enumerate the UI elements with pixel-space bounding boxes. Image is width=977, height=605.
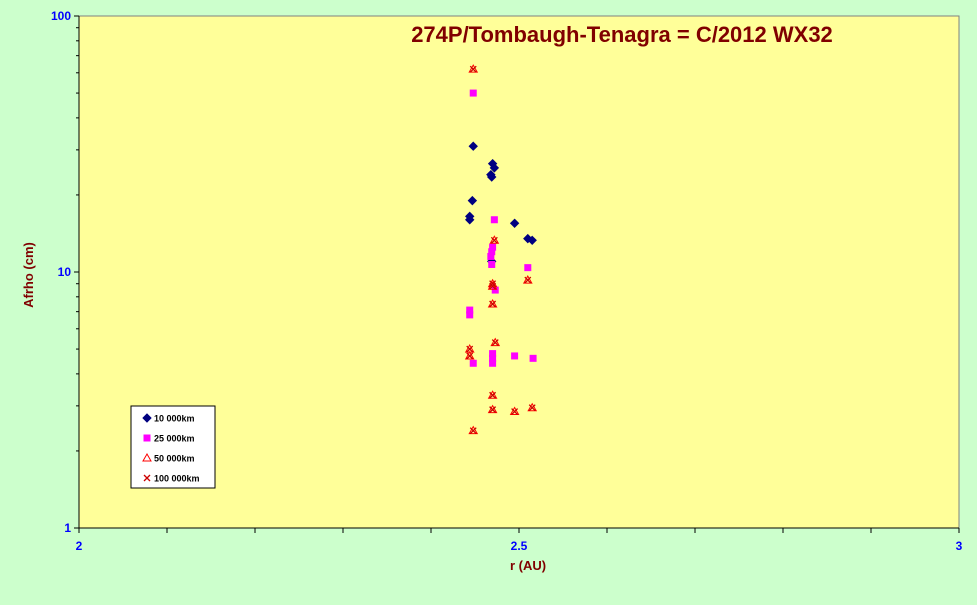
data-point [487, 390, 498, 399]
y-tick-label: 1 [64, 521, 71, 535]
x-axis-label: r (AU) [510, 558, 546, 573]
data-point [489, 163, 500, 173]
series-50-000km [464, 64, 538, 435]
data-point [489, 406, 497, 414]
data-point [488, 260, 496, 268]
data-point [489, 350, 497, 358]
x-tick-label: 3 [956, 539, 963, 553]
data-point [509, 406, 520, 416]
data-point [511, 408, 519, 416]
data-point [489, 354, 497, 362]
data-point [489, 243, 497, 251]
data-point [487, 298, 498, 308]
data-point [487, 404, 498, 414]
data-point [464, 350, 475, 360]
series-100-000km [466, 65, 536, 435]
data-point [466, 345, 474, 353]
legend-marker [143, 434, 151, 442]
data-point [489, 235, 500, 244]
data-point [491, 339, 499, 347]
y-axis-label: Afrho (cm) [21, 242, 36, 308]
data-point [509, 218, 520, 228]
legend-entry: 10 000km [154, 414, 195, 424]
legend-entry: 50 000km [154, 454, 195, 464]
data-point [511, 352, 519, 360]
legend-entry: 100 000km [154, 474, 200, 484]
legend-entry: 25 000km [154, 434, 195, 444]
data-point [468, 64, 479, 73]
legend-marker [143, 474, 151, 482]
data-point [467, 195, 478, 206]
data-point [469, 89, 477, 97]
x-tick-label: 2 [76, 539, 83, 553]
data-point [466, 311, 474, 319]
data-point [522, 275, 533, 284]
series-25-000km [466, 89, 537, 367]
y-tick-label: 100 [51, 9, 71, 23]
data-point [529, 354, 537, 362]
data-point [524, 264, 532, 272]
data-point [490, 216, 498, 224]
data-point [469, 359, 477, 367]
legend-marker [142, 413, 152, 423]
data-point [524, 276, 532, 284]
data-point [490, 337, 501, 347]
data-point [489, 282, 497, 290]
data-point [489, 280, 497, 288]
data-point [468, 141, 478, 151]
legend: 10 000km 25 000km 50 000km 100 000km [130, 405, 216, 489]
data-point [488, 248, 496, 256]
x-axis: 2 2.5 3 [76, 527, 963, 553]
data-point [469, 65, 477, 73]
chart-title: 274P/Tombaugh-Tenagra = C/2012 WX32 [411, 22, 833, 47]
y-axis: 1 10 100 [51, 9, 80, 535]
data-point [490, 236, 498, 244]
data-point [465, 215, 475, 225]
data-point [489, 300, 497, 308]
data-points [464, 64, 538, 435]
data-point [489, 391, 497, 399]
data-point [469, 427, 477, 435]
data-point [527, 235, 537, 246]
y-tick-label: 10 [58, 265, 72, 279]
data-point [466, 306, 474, 314]
x-tick-label: 2.5 [511, 539, 528, 553]
series-10-000km [465, 141, 537, 267]
data-point [466, 352, 474, 360]
data-point [487, 252, 495, 260]
data-point [487, 172, 497, 182]
plot-area [78, 15, 960, 529]
data-point [491, 286, 499, 294]
data-point [468, 425, 479, 435]
data-point [527, 402, 538, 412]
data-point [489, 359, 497, 367]
legend-marker [142, 452, 152, 462]
data-point [528, 404, 536, 412]
